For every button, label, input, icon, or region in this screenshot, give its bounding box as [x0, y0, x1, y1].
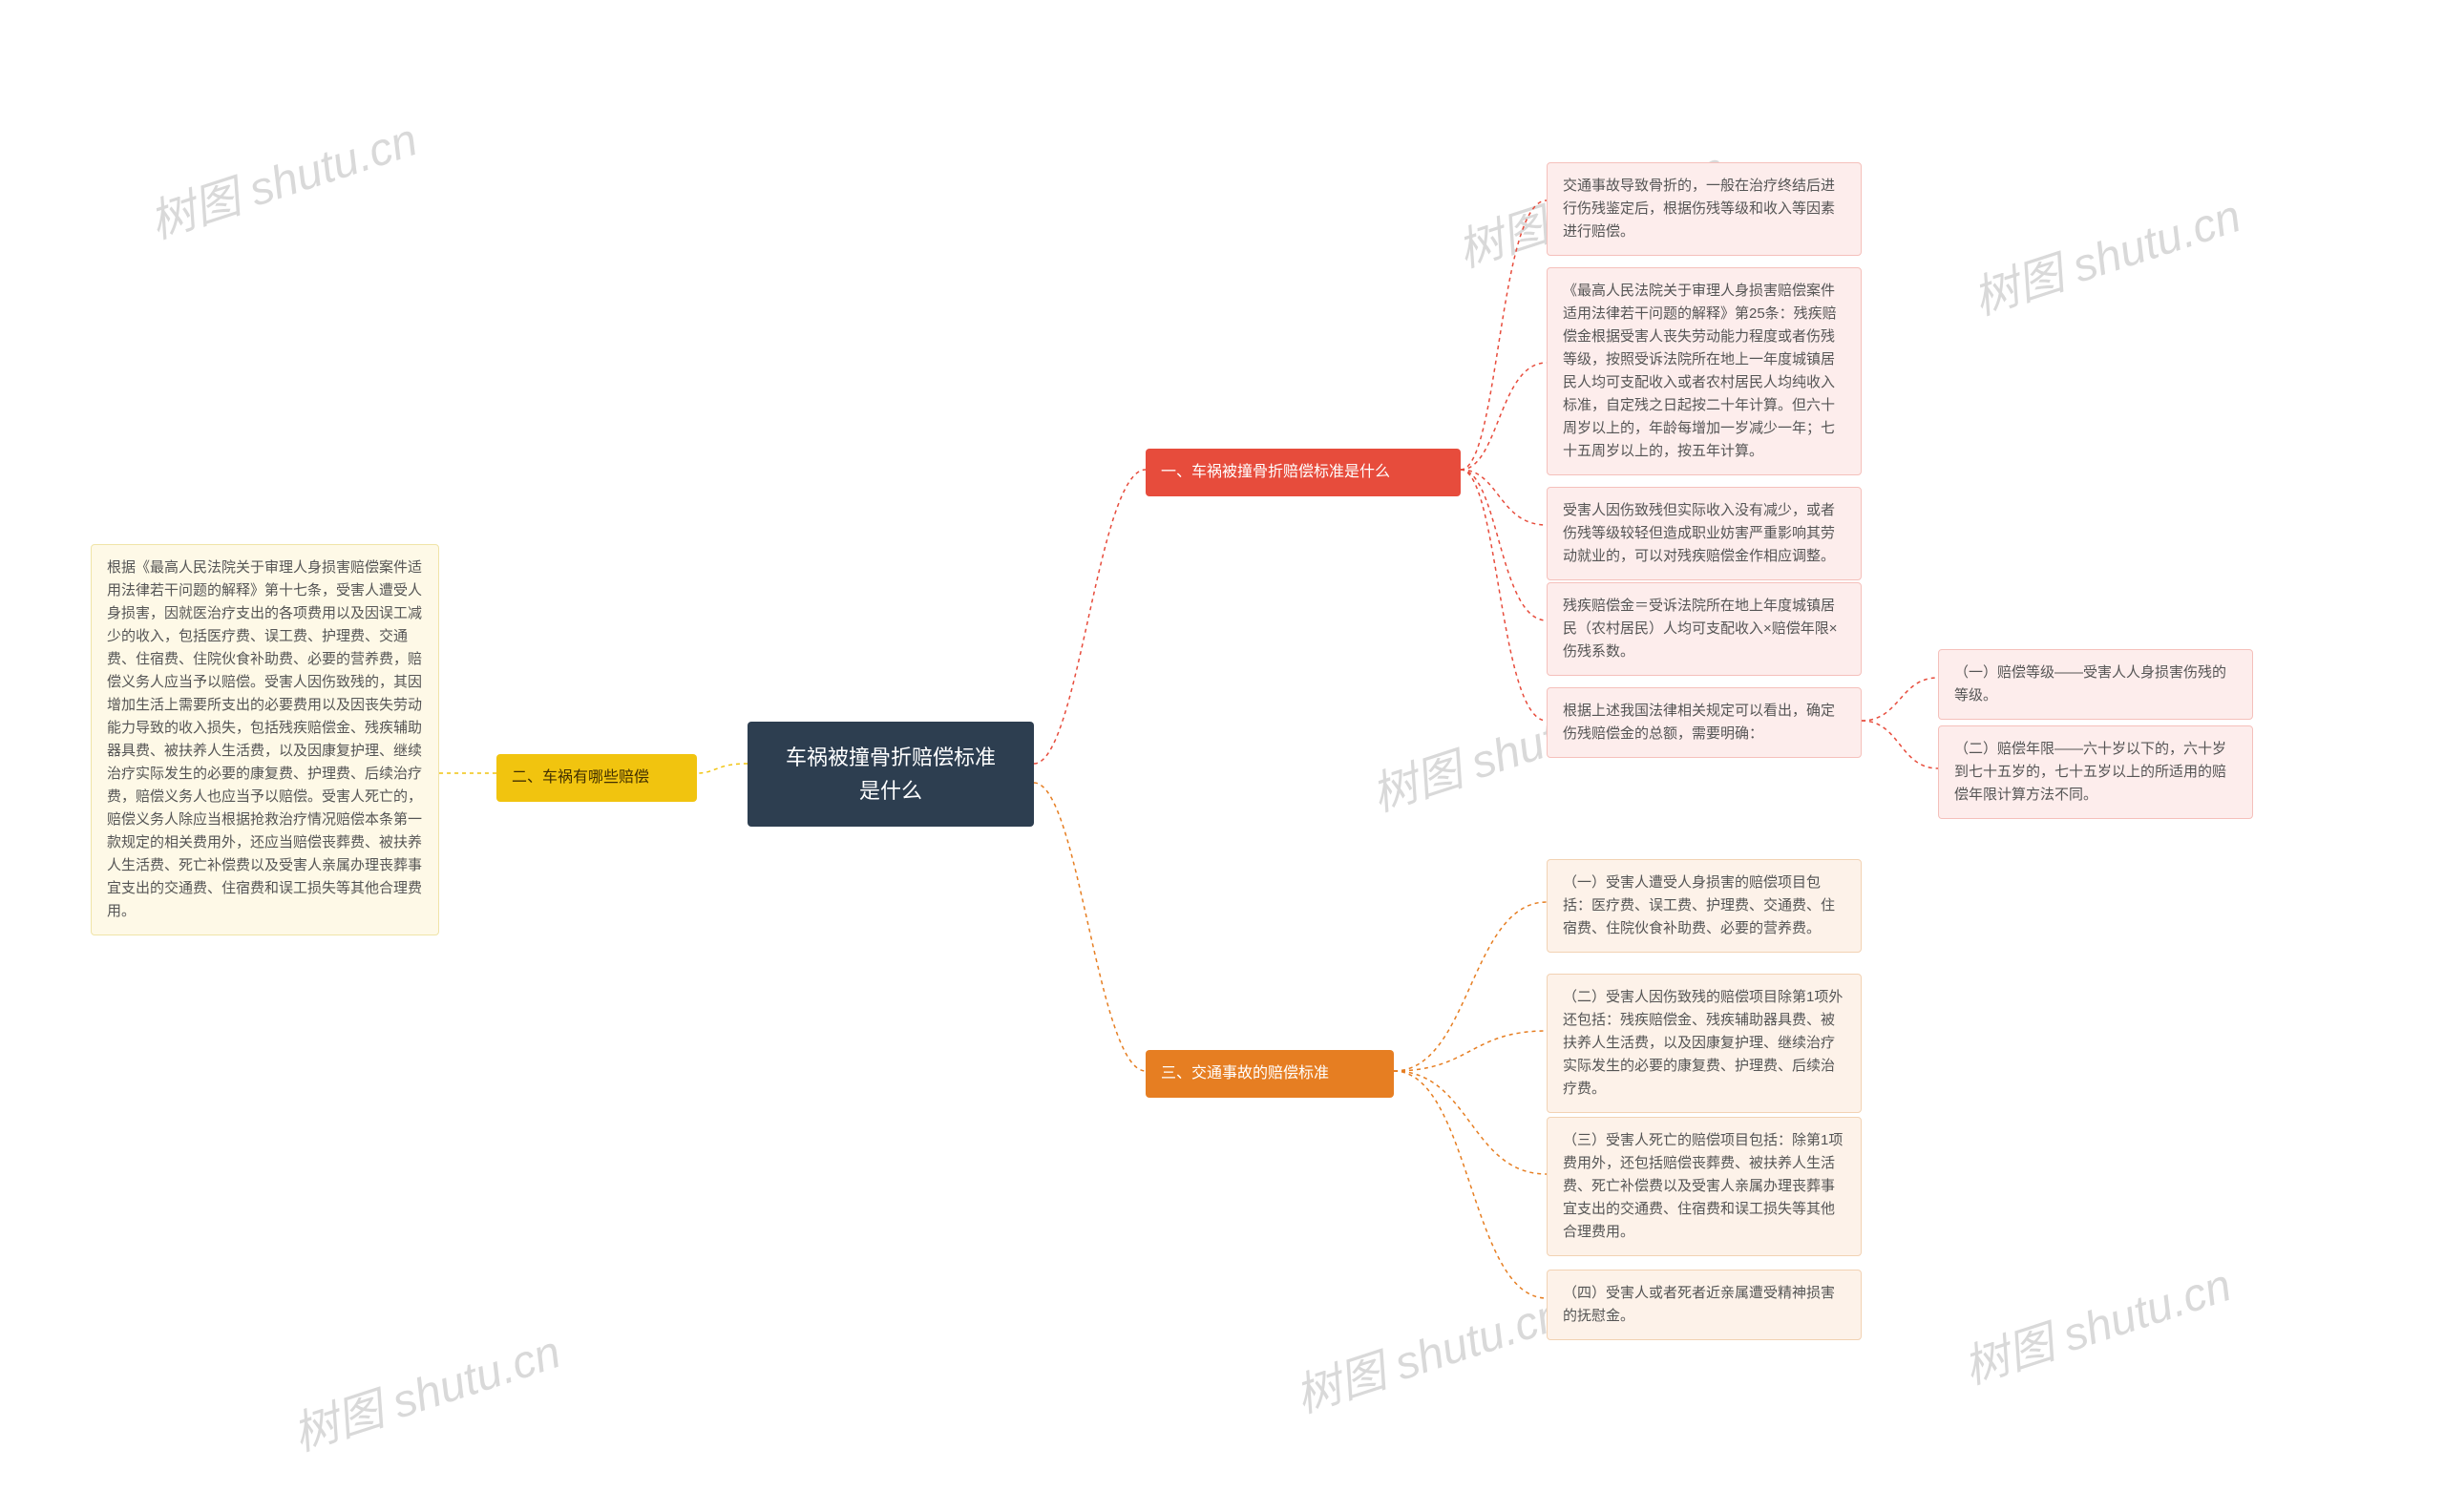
branch1-leaf-2[interactable]: 受害人因伤致残但实际收入没有减少，或者伤残等级较轻但造成职业妨害严重影响其劳动就… [1547, 487, 1862, 580]
branch-2[interactable]: 二、车祸有哪些赔偿 [496, 754, 697, 802]
branch1-leaf-3[interactable]: 残疾赔偿金＝受诉法院所在地上年度城镇居民（农村居民）人均可支配收入×赔偿年限×伤… [1547, 582, 1862, 676]
branch-3[interactable]: 三、交通事故的赔偿标准 [1146, 1050, 1394, 1098]
center-node[interactable]: 车祸被撞骨折赔偿标准是什么 [748, 722, 1034, 827]
watermark: 树图 shutu.cn [1953, 1248, 2238, 1396]
branch-1[interactable]: 一、车祸被撞骨折赔偿标准是什么 [1146, 449, 1461, 496]
branch2-leaf[interactable]: 根据《最高人民法院关于审理人身损害赔偿案件适用法律若干问题的解释》第十七条，受害… [91, 544, 439, 935]
branch3-leaf-1[interactable]: （二）受害人因伤致残的赔偿项目除第1项外还包括：残疾赔偿金、残疾辅助器具费、被扶… [1547, 974, 1862, 1113]
branch1-leaf-0[interactable]: 交通事故导致骨折的，一般在治疗终结后进行伤残鉴定后，根据伤残等级和收入等因素进行… [1547, 162, 1862, 256]
branch3-leaf-3[interactable]: （四）受害人或者死者近亲属遭受精神损害的抚慰金。 [1547, 1270, 1862, 1340]
watermark: 树图 shutu.cn [1285, 1276, 1570, 1425]
watermark: 树图 shutu.cn [139, 102, 424, 251]
watermark: 树图 shutu.cn [1963, 178, 2247, 327]
branch3-leaf-2[interactable]: （三）受害人死亡的赔偿项目包括：除第1项费用外，还包括赔偿丧葬费、被扶养人生活费… [1547, 1117, 1862, 1256]
watermark: 树图 shutu.cn [283, 1314, 567, 1463]
branch1-leaf-1[interactable]: 《最高人民法院关于审理人身损害赔偿案件适用法律若干问题的解释》第25条：残疾赔偿… [1547, 267, 1862, 475]
branch1-subleaf-1[interactable]: （二）赔偿年限——六十岁以下的，六十岁到七十五岁的，七十五岁以上的所适用的赔偿年… [1938, 725, 2253, 819]
branch1-leaf-4[interactable]: 根据上述我国法律相关规定可以看出，确定伤残赔偿金的总额，需要明确： [1547, 687, 1862, 758]
branch3-leaf-0[interactable]: （一）受害人遭受人身损害的赔偿项目包括：医疗费、误工费、护理费、交通费、住宿费、… [1547, 859, 1862, 953]
branch1-subleaf-0[interactable]: （一）赔偿等级——受害人人身损害伤残的等级。 [1938, 649, 2253, 720]
